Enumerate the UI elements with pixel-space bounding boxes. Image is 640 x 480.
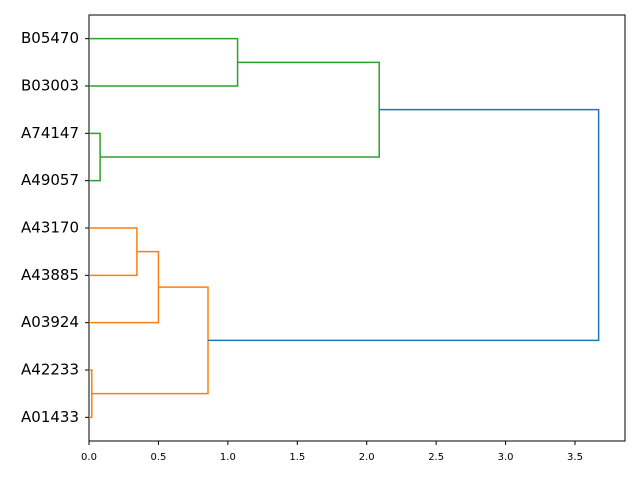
leaf-label: A74147 <box>21 124 79 142</box>
x-tick-label: 1.5 <box>289 452 305 463</box>
x-tick-label: 2.0 <box>359 452 375 463</box>
leaf-label: A43885 <box>21 266 79 284</box>
link <box>208 108 600 342</box>
link <box>100 61 380 158</box>
plot-frame <box>88 14 626 442</box>
leaf-label: A43170 <box>21 219 79 237</box>
leaf-label: A03924 <box>21 313 79 331</box>
leaf-label: A01433 <box>21 408 79 426</box>
x-tick-label: 3.0 <box>498 452 514 463</box>
x-tick-label: 0.0 <box>81 452 97 463</box>
leaf-label: A42233 <box>21 361 79 379</box>
link <box>89 37 239 87</box>
leaf-label: B03003 <box>21 77 79 95</box>
leaf-label: B05470 <box>21 29 79 47</box>
x-tick-label: 0.5 <box>150 452 166 463</box>
leaf-label: A49057 <box>21 171 79 189</box>
x-tick-label: 2.5 <box>428 452 444 463</box>
x-tick-label: 1.0 <box>220 452 236 463</box>
link <box>91 286 209 395</box>
link <box>89 132 101 182</box>
link <box>89 250 160 324</box>
x-tick-label: 3.5 <box>567 452 583 463</box>
link <box>89 227 138 277</box>
